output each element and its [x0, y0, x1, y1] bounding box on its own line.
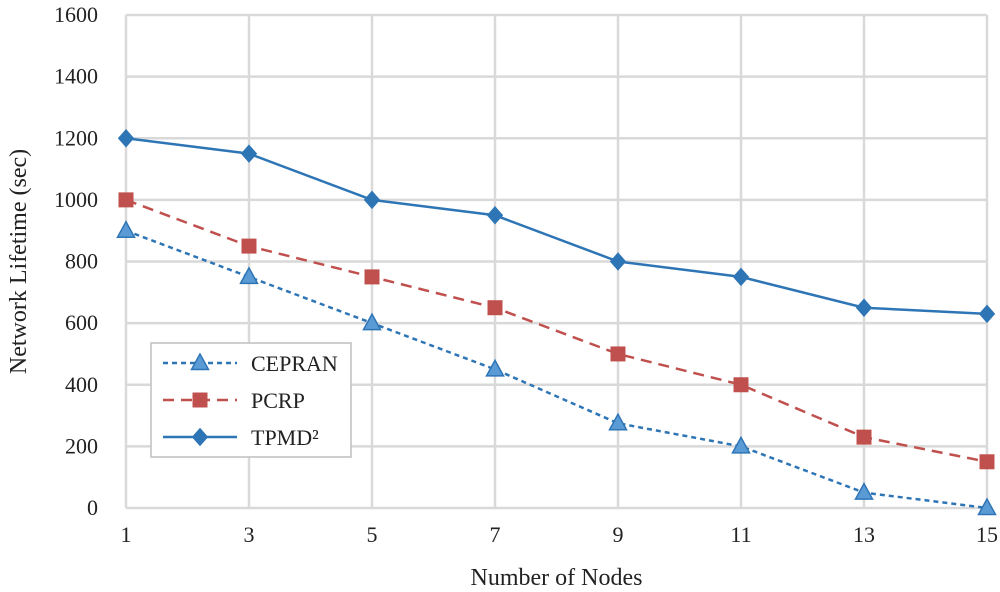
- data-point: [977, 497, 997, 516]
- y-axis-title: Network Lifetime (sec): [6, 149, 32, 374]
- data-point: [854, 482, 874, 500]
- data-point: [116, 220, 136, 238]
- data-point: [855, 298, 873, 317]
- x-tick-label: 5: [367, 522, 378, 547]
- x-tick-label: 9: [613, 522, 624, 547]
- data-point: [240, 144, 258, 163]
- data-point: [363, 190, 381, 210]
- data-point: [241, 238, 257, 254]
- series-2: [117, 128, 996, 324]
- data-point: [978, 304, 996, 324]
- data-point: [731, 435, 751, 454]
- y-tick-label: 600: [65, 310, 98, 335]
- legend-marker: [192, 392, 208, 408]
- legend-item: CEPRAN: [163, 351, 338, 376]
- data-point: [733, 377, 749, 393]
- y-axis-ticks: 0 200 400 600 800 1000 1200 1400 1600: [54, 2, 98, 520]
- y-tick-label: 1600: [54, 2, 98, 27]
- data-point: [364, 269, 380, 285]
- series-0: [116, 220, 997, 516]
- x-axis-ticks: 1 3 5 7 9 11 13 15: [121, 522, 999, 547]
- legend: CEPRAN PCRP TPMD²: [150, 342, 352, 458]
- data-point: [979, 454, 995, 470]
- x-tick-label: 13: [853, 522, 875, 547]
- legend-label: PCRP: [251, 388, 305, 413]
- legend-item: TPMD²: [163, 425, 319, 450]
- x-tick-label: 3: [244, 522, 255, 547]
- y-tick-label: 1000: [54, 187, 98, 212]
- data-point: [362, 312, 382, 331]
- x-tick-label: 11: [730, 522, 751, 547]
- y-tick-label: 0: [87, 495, 98, 520]
- x-tick-label: 15: [976, 522, 998, 547]
- data-point: [610, 346, 626, 362]
- series-line: [125, 229, 988, 510]
- legend-label: CEPRAN: [251, 351, 338, 376]
- data-point: [856, 429, 872, 445]
- y-tick-label: 400: [65, 372, 98, 397]
- data-point: [486, 206, 504, 225]
- y-tick-label: 800: [65, 249, 98, 274]
- data-point: [117, 128, 135, 148]
- data-point: [609, 252, 627, 271]
- legend-marker: [190, 352, 210, 371]
- data-point: [118, 192, 134, 208]
- series-line: [125, 137, 988, 316]
- data-point: [608, 412, 628, 431]
- x-axis-title: Number of Nodes: [471, 565, 643, 591]
- x-tick-label: 1: [121, 522, 132, 547]
- series-1: [118, 192, 995, 470]
- legend-label: TPMD²: [251, 425, 319, 450]
- y-tick-label: 200: [65, 433, 98, 458]
- y-tick-label: 1200: [54, 125, 98, 150]
- data-point: [239, 266, 259, 285]
- series-lines: [116, 128, 997, 516]
- data-point: [732, 267, 750, 287]
- y-tick-label: 1400: [54, 64, 98, 89]
- legend-item: PCRP: [163, 388, 305, 413]
- data-point: [487, 300, 503, 316]
- legend-marker: [191, 427, 209, 447]
- data-point: [485, 358, 505, 377]
- series-line: [125, 198, 988, 464]
- x-tick-label: 7: [490, 522, 501, 547]
